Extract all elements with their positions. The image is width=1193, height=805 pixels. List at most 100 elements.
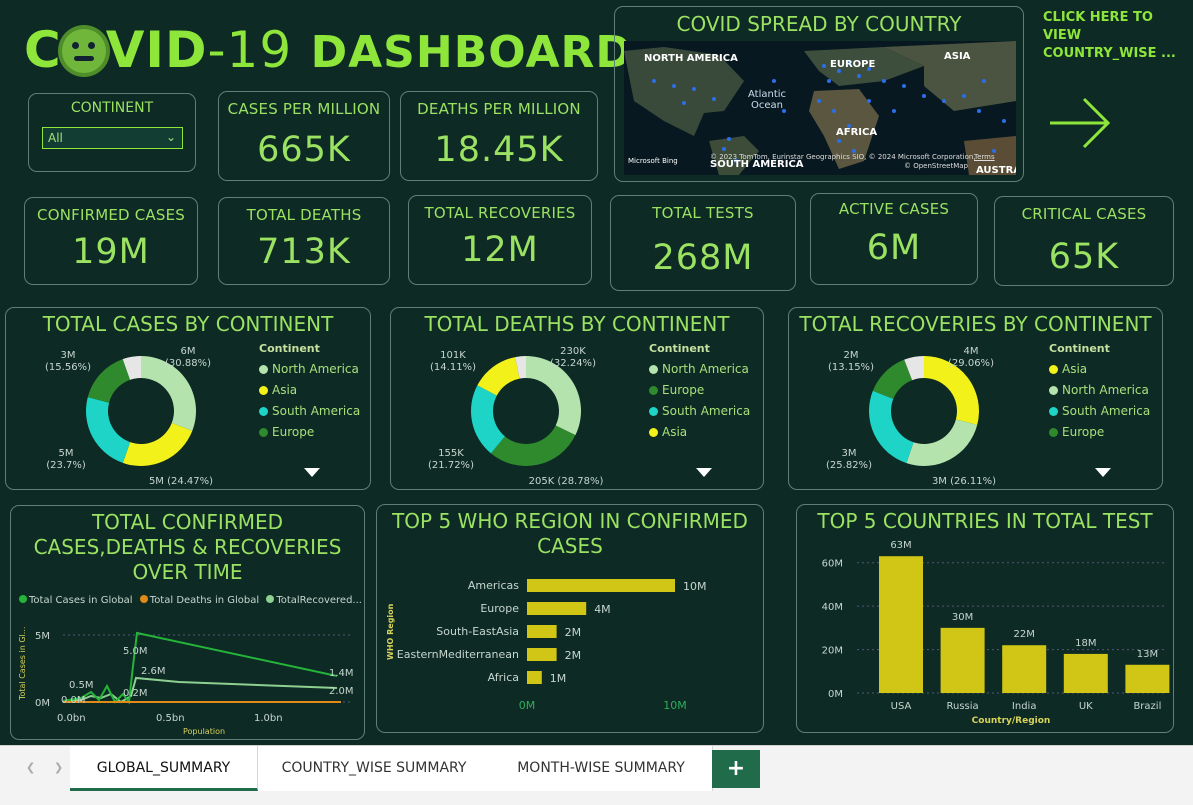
top-countries-chart-card: TOP 5 COUNTRIES IN TOTAL TEST 0M 20M 40M 60… (796, 504, 1174, 733)
bar[interactable] (940, 627, 985, 693)
donut-slice[interactable] (515, 356, 526, 379)
continent-dropdown[interactable]: All ⌄ (42, 127, 183, 149)
map-osm-credit: © OpenStreetMap (904, 162, 968, 170)
tab-global-summary[interactable]: GLOBAL_SUMMARY (70, 746, 258, 791)
legend-scroll-down-icon[interactable] (696, 468, 712, 477)
map-title: COVID SPREAD BY COUNTRY (676, 12, 962, 36)
donut-slice[interactable] (904, 356, 924, 381)
tab-nav-right-icon[interactable]: ❯ (54, 761, 64, 774)
kpi-value: 713K (257, 232, 351, 272)
legend-label[interactable]: TotalRecovered... (276, 595, 362, 606)
legend-label[interactable]: Total Deaths in Global (149, 595, 260, 606)
bar-value-label: 10M (683, 580, 707, 593)
donut-data-label: 155K (21.72%) (428, 448, 474, 471)
kpi-value: 665K (257, 130, 351, 170)
donut-slice[interactable] (924, 356, 979, 425)
kpi-confirmed-cases: CONFIRMED CASES 19M (24, 197, 198, 285)
bar[interactable] (1125, 664, 1170, 693)
donut-slice[interactable] (906, 419, 978, 466)
donut-data-label: 6M (30.88%) (165, 346, 211, 369)
category-label: USA (891, 701, 912, 712)
x-tick: 0.5bn (156, 713, 185, 724)
dashboard-canvas: C VID-19 DASHBOARD CONTINENT All ⌄ CASES … (0, 0, 1193, 745)
bar[interactable] (527, 648, 557, 661)
legend-dot (649, 364, 658, 374)
kpi-label: CRITICAL CASES (1021, 205, 1147, 223)
legend-item[interactable]: South America (649, 404, 750, 418)
data-label: 1.4M (329, 668, 354, 679)
map-card: COVID SPREAD BY COUNTRY (614, 6, 1024, 182)
data-label: 2.0M (329, 686, 354, 697)
bar[interactable] (527, 625, 557, 638)
legend-label: Asia (1062, 362, 1088, 376)
donut-slice[interactable] (122, 422, 193, 466)
x-tick: 0.0bn (57, 713, 86, 724)
donut-chart: 230K (32.24%) 205K (28.78%) 155K (21.72%) 101… (428, 346, 603, 487)
bar[interactable] (1063, 653, 1108, 693)
donut-slice[interactable] (872, 359, 913, 399)
donut-slice[interactable] (87, 359, 131, 403)
legend-title: Continent (1049, 342, 1110, 355)
map-label-north-america: NORTH AMERICA (644, 53, 738, 64)
chart-title: TOP 5 WHO REGION IN CONFIRMED CASES (392, 509, 748, 558)
legend-item[interactable]: North America (259, 362, 360, 376)
legend-item[interactable]: South America (259, 404, 360, 418)
y-tick: 0M (35, 698, 50, 709)
line-chart-legend: Total Cases in Global Total Deaths in Gl… (19, 595, 362, 606)
kpi-label: ACTIVE CASES (838, 200, 950, 218)
legend-item[interactable]: Europe (259, 425, 360, 439)
legend-label: North America (1062, 383, 1149, 397)
tab-month-wise-summary[interactable]: MONTH-WISE SUMMARY (490, 746, 713, 791)
virus-icon (61, 29, 106, 73)
donut-data-label: 5M (24.47%) (149, 476, 213, 487)
donut-slice[interactable] (85, 397, 131, 463)
tab-country-wise-summary[interactable]: COUNTRY_WISE SUMMARY (258, 746, 491, 791)
legend-scroll-down-icon[interactable] (304, 468, 320, 477)
map-label-europe: EUROPE (830, 59, 876, 70)
legend-item[interactable]: Asia (1049, 362, 1150, 376)
donut-title: TOTAL RECOVERIES BY CONTINENT (799, 312, 1152, 336)
map-terms-link[interactable]: Terms (974, 153, 995, 161)
legend-item[interactable]: South America (1049, 404, 1150, 418)
legend-item[interactable]: Europe (649, 383, 750, 397)
donut-title: TOTAL CASES BY CONTINENT (42, 312, 334, 336)
legend-title: Continent (259, 342, 320, 355)
world-map[interactable]: NORTH AMERICA EUROPE ASIA Atlantic Ocean… (624, 41, 1016, 175)
category-label: Africa (488, 671, 519, 684)
legend-item[interactable]: North America (1049, 383, 1150, 397)
legend-dot (649, 427, 658, 437)
legend-label: South America (1062, 404, 1151, 418)
donut-slice[interactable] (477, 357, 520, 396)
add-page-button[interactable]: + (712, 750, 760, 788)
kpi-label: CONFIRMED CASES (37, 206, 185, 224)
donut-slice[interactable] (122, 356, 141, 380)
donut-slice[interactable] (869, 390, 914, 464)
tab-nav-left-icon[interactable]: ❮ (26, 761, 36, 774)
map-label-africa: AFRICA (836, 127, 878, 138)
legend-dot (266, 595, 275, 603)
donut-slice[interactable] (526, 356, 581, 436)
legend-scroll-down-icon[interactable] (1095, 468, 1111, 477)
bar[interactable] (527, 671, 542, 684)
donut-slice[interactable] (490, 425, 576, 466)
country-wise-link[interactable]: CLICK HERE TO VIEW COUNTRY_WISE ... (1043, 10, 1176, 61)
y-tick: 20M (822, 646, 843, 657)
donut-slice[interactable] (141, 356, 196, 431)
kpi-value: 65K (1048, 237, 1120, 277)
donut-data-label: 3M (26.11%) (932, 476, 996, 487)
legend-item[interactable]: North America (649, 362, 750, 376)
bar[interactable] (527, 602, 587, 615)
legend-item[interactable]: Europe (1049, 425, 1150, 439)
category-label: Brazil (1133, 701, 1161, 712)
legend-dot (649, 406, 658, 416)
bar[interactable] (527, 579, 675, 592)
data-label: 2.6M (141, 666, 166, 677)
bar[interactable] (1002, 645, 1047, 693)
bar[interactable] (879, 556, 923, 693)
legend-item[interactable]: Asia (259, 383, 360, 397)
donut-slice[interactable] (471, 385, 505, 454)
arrow-right-icon[interactable] (1048, 95, 1112, 151)
legend-item[interactable]: Asia (649, 425, 750, 439)
legend-label[interactable]: Total Cases in Global (29, 595, 133, 606)
kpi-total-recoveries: TOTAL RECOVERIES 12M (408, 195, 592, 285)
